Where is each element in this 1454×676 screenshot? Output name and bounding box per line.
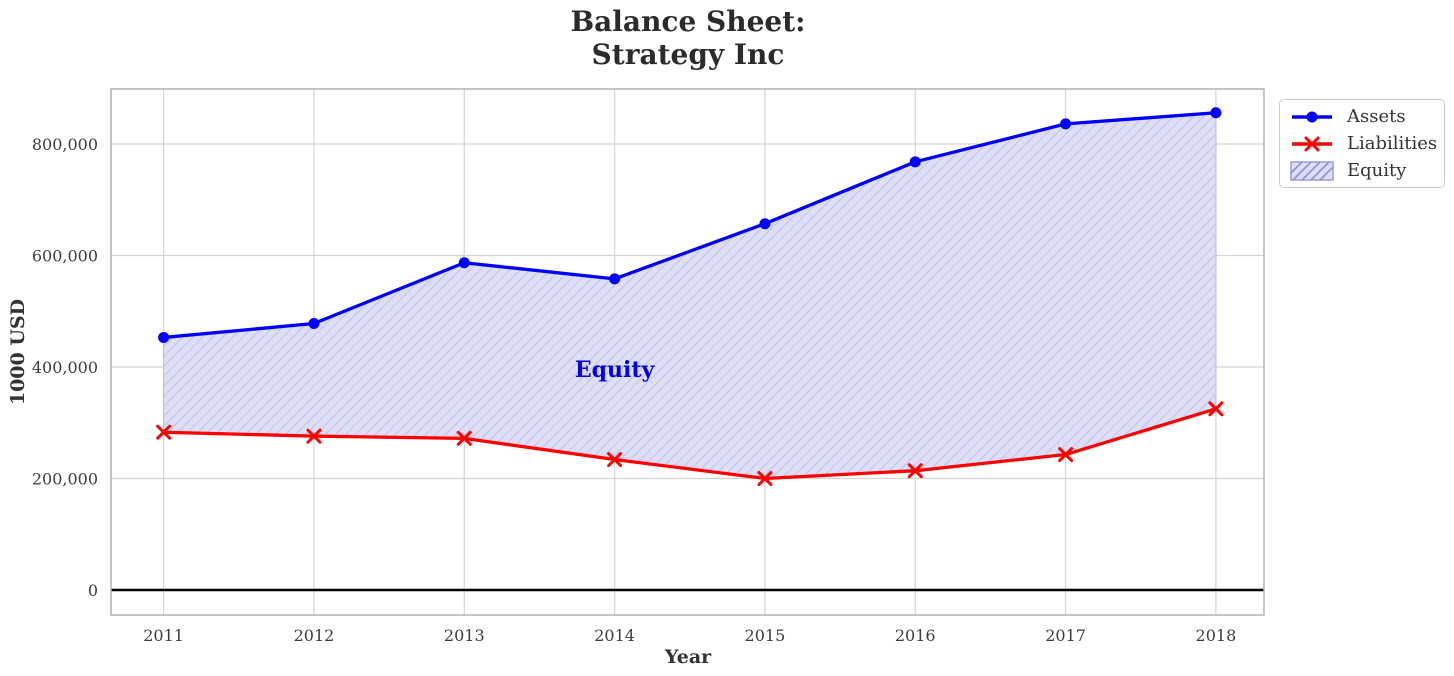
liabilities-marker — [757, 471, 773, 487]
legend-label: Equity — [1347, 160, 1407, 181]
liabilities-marker — [907, 463, 923, 479]
y-tick-label: 200,000 — [32, 470, 98, 489]
legend-key-line-circle-icon — [1292, 111, 1332, 122]
assets-marker — [458, 257, 470, 269]
x-tick-label: 2012 — [294, 626, 335, 645]
x-tick-label: 2013 — [444, 626, 485, 645]
x-tick-label: 2011 — [143, 626, 184, 645]
legend-key-line-x-icon — [1292, 136, 1332, 151]
assets-marker — [308, 318, 320, 330]
x-tick-label: 2016 — [895, 626, 936, 645]
x-axis-label: Year — [664, 646, 712, 668]
assets-line — [161, 111, 1218, 340]
liabilities-marker — [1208, 401, 1224, 417]
liabilities-marker — [156, 424, 172, 440]
assets-marker — [1060, 118, 1072, 130]
legend-item-liabilities: Liabilities — [1290, 130, 1438, 157]
assets-marker — [158, 331, 170, 343]
legend-key-hatched-patch-icon — [1290, 160, 1334, 181]
assets-marker — [1210, 107, 1222, 119]
liabilities-line — [161, 407, 1218, 481]
legend-item-equity: Equity — [1290, 157, 1434, 184]
y-tick-label: 400,000 — [32, 358, 98, 377]
liabilities-marker — [456, 430, 472, 446]
legend-label: Assets — [1347, 106, 1406, 127]
y-tick-label: 800,000 — [32, 135, 98, 154]
y-tick-label: 600,000 — [32, 246, 98, 265]
x-tick-label: 2017 — [1045, 626, 1086, 645]
y-tick-label: 0 — [88, 581, 98, 600]
equity-area-annotation: Equity — [574, 356, 655, 383]
chart-title-line1: Balance Sheet: — [570, 5, 806, 38]
equity-area-hatch — [163, 112, 1216, 479]
assets-marker — [759, 218, 771, 230]
x-tick-label: 2015 — [745, 626, 786, 645]
legend-item-assets: Assets — [1290, 103, 1434, 130]
x-tick-label: 2018 — [1196, 626, 1237, 645]
liabilities-marker — [306, 428, 322, 444]
y-axis-label: 1000 USD — [7, 298, 29, 406]
chart-title: Balance Sheet: Strategy Inc — [570, 5, 805, 71]
assets-marker — [909, 156, 921, 168]
chart-title-line2: Strategy Inc — [591, 38, 785, 71]
assets-marker — [609, 273, 621, 285]
liabilities-marker — [607, 452, 623, 468]
liabilities-marker — [1058, 447, 1074, 463]
x-tick-label: 2014 — [594, 626, 635, 645]
legend-label: Liabilities — [1347, 133, 1438, 154]
plot-border — [110, 88, 1265, 616]
legend: Assets Liabilities Equity — [1279, 99, 1445, 188]
